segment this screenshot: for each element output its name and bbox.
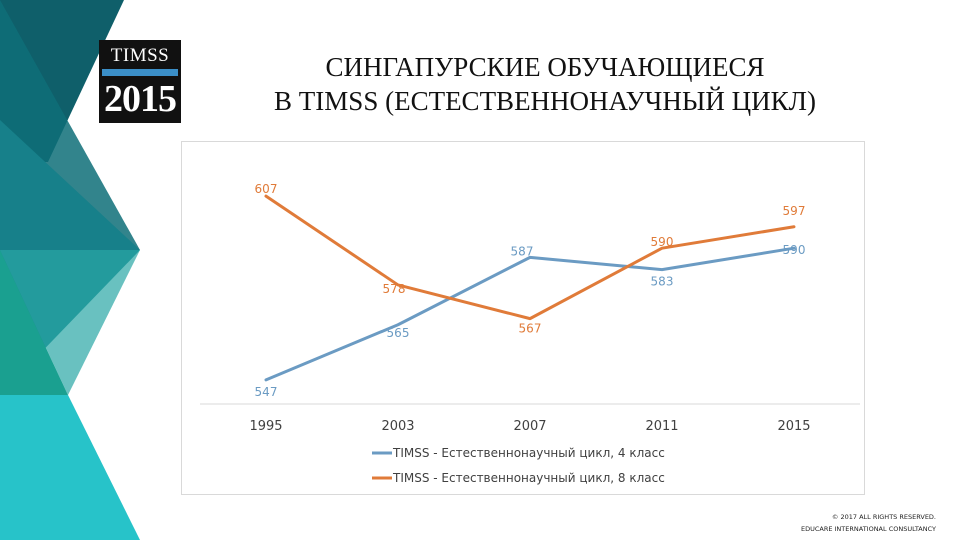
- x-tick-label-2003: 2003: [381, 419, 414, 434]
- x-tick-label-2007: 2007: [513, 419, 546, 434]
- data-label-s2-2011: 590: [651, 235, 674, 249]
- chart-frame: 1995 2003 2007 2011 2015 547 565 587 583 590 607 57…: [181, 141, 865, 495]
- footer-line-1: © 2017 ALL RIGHTS RESERVED.: [831, 513, 936, 521]
- data-label-s2-2015: 597: [783, 204, 806, 218]
- footer-line-2: EDUCARE INTERNATIONAL CONSULTANCY: [800, 525, 936, 533]
- line-chart: 1995 2003 2007 2011 2015 547 565 587 583 590 607 57…: [200, 182, 860, 485]
- legend-label-2: TIMSS - Естественнонаучный цикл, 8 класс: [392, 471, 665, 485]
- data-label-s2-1995: 607: [255, 182, 278, 196]
- x-tick-label-2011: 2011: [645, 419, 678, 434]
- data-label-s1-2011: 583: [651, 275, 674, 289]
- data-label-s2-2007: 567: [519, 322, 542, 336]
- series-line-1: [264, 246, 796, 382]
- x-tick-label-2015: 2015: [777, 419, 810, 434]
- slide-title: СИНГАПУРСКИЕ ОБУЧАЮЩИЕСЯ В TIMSS (ЕСТЕСТ…: [190, 50, 900, 118]
- legend-label-1: TIMSS - Естественнонаучный цикл, 4 класс: [392, 446, 665, 460]
- slide-title-line-2: В TIMSS (ЕСТЕСТВЕННОНАУЧНЫЙ ЦИКЛ): [274, 86, 816, 116]
- data-label-s2-2003: 578: [383, 282, 406, 296]
- slide-title-line-1: СИНГАПУРСКИЕ ОБУЧАЮЩИЕСЯ: [325, 52, 765, 82]
- data-label-s1-2007: 587: [511, 244, 534, 258]
- footer-copyright: © 2017 ALL RIGHTS RESERVED. EDUCARE INTE…: [801, 511, 936, 535]
- data-label-s1-2003: 565: [387, 326, 410, 340]
- data-label-s1-1995: 547: [255, 385, 278, 399]
- series-line-2: [264, 194, 796, 321]
- logo-year-text: 2015: [104, 78, 177, 120]
- x-tick-label-1995: 1995: [249, 419, 282, 434]
- data-label-s1-2015: 590: [783, 243, 806, 257]
- timss-2015-logo: TIMSS 2015: [99, 40, 181, 123]
- logo-timss-text: TIMSS: [110, 45, 170, 66]
- logo-bar: [102, 69, 178, 76]
